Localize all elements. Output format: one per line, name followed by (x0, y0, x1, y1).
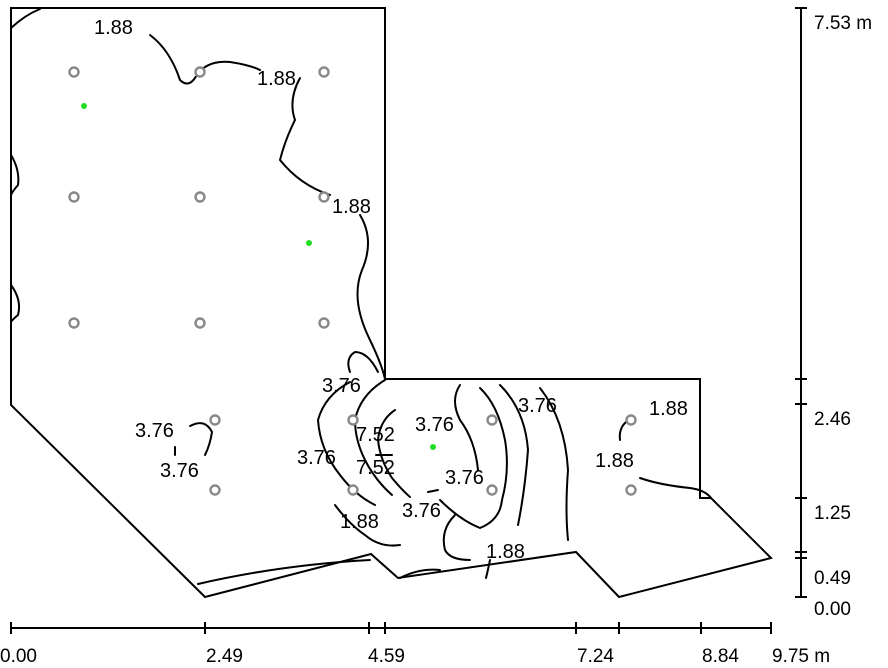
calc-point-icon (306, 240, 312, 246)
luminaire-icon (318, 191, 330, 203)
luminaire-icon (318, 66, 330, 78)
room-outline (10, 7, 773, 599)
luminaire-icon (625, 484, 637, 496)
x-tick-label: 0.00 (0, 646, 37, 667)
luminaire-icon (68, 66, 80, 78)
contour-label: 1.88 (595, 450, 634, 472)
x-tick-label: 4.59 (368, 646, 405, 667)
luminaires (68, 66, 637, 496)
y-tick-label: 1.25 (814, 503, 851, 524)
contour-label: 1.88 (257, 68, 296, 90)
x-tick-label: 2.49 (206, 646, 243, 667)
contour-label: 3.76 (415, 414, 454, 436)
luminaire-icon (625, 414, 637, 426)
calc-point-icon (81, 103, 87, 109)
luminaire-icon (486, 414, 498, 426)
x-axis: 0.00 2.49 4.59 7.24 8.84 9.75 m (0, 622, 830, 667)
y-tick-label: 2.46 (814, 409, 851, 430)
luminaire-icon (68, 317, 80, 329)
contour-label: 1.88 (340, 511, 379, 533)
contour-label: 3.76 (297, 447, 336, 469)
contour-label: 7.52 (356, 457, 395, 479)
y-tick-label: 0.49 (814, 568, 851, 589)
contour-label: 3.76 (135, 420, 174, 442)
luminaire-icon (194, 66, 206, 78)
y-axis: 7.53 m 2.46 1.25 0.49 0.00 (795, 7, 872, 620)
calc-points (81, 103, 436, 450)
luminaire-icon (194, 191, 206, 203)
calc-point-icon (430, 444, 436, 450)
y-tick-label: 0.00 (814, 599, 851, 620)
luminaire-icon (347, 484, 359, 496)
contour-label: 7.52 (356, 424, 395, 446)
luminaire-icon (486, 484, 498, 496)
luminaire-icon (68, 191, 80, 203)
luminaire-icon (347, 414, 359, 426)
contour-label: 3.76 (322, 375, 361, 397)
contour-label: 3.76 (160, 460, 199, 482)
isolux-contours (10, 8, 712, 585)
luminaire-icon (194, 317, 206, 329)
x-tick-label: 8.84 (702, 646, 739, 667)
luminaire-icon (318, 317, 330, 329)
contour-label: 1.88 (649, 398, 688, 420)
contour-label: 3.76 (445, 467, 484, 489)
contour-labels: 1.88 1.88 1.88 3.76 3.76 3.76 7.52 3.76 … (94, 17, 688, 563)
contour-label: 3.76 (518, 395, 557, 417)
contour-label: 1.88 (94, 17, 133, 39)
contour-label: 1.88 (486, 541, 525, 563)
luminaire-icon (209, 414, 221, 426)
luminaire-icon (209, 484, 221, 496)
x-tick-label: 7.24 (577, 646, 614, 667)
contour-label: 1.88 (332, 196, 371, 218)
x-tick-label: 9.75 m (772, 646, 830, 667)
contour-label: 3.76 (402, 500, 441, 522)
y-tick-label: 7.53 m (814, 13, 872, 34)
